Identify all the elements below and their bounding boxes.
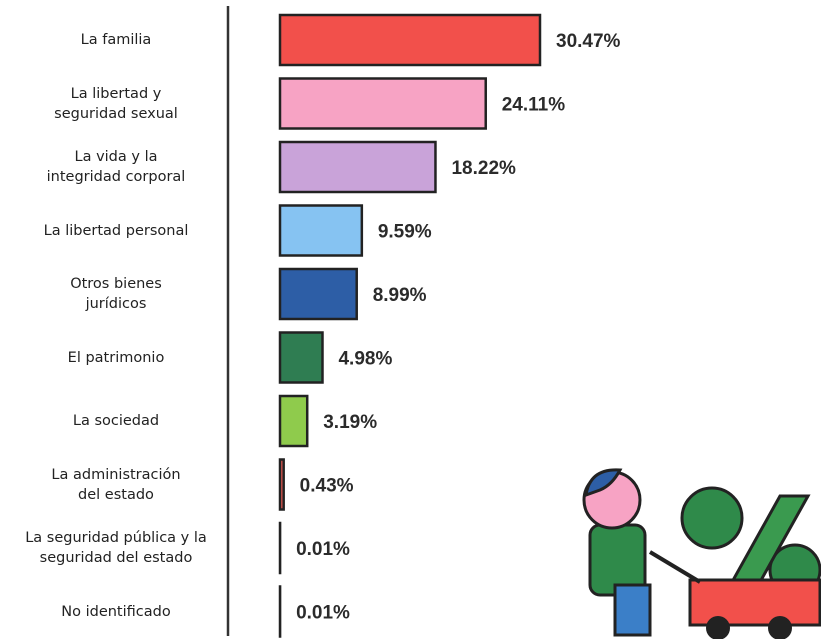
bar <box>280 269 357 319</box>
bar <box>280 79 486 129</box>
bar <box>280 206 362 256</box>
category-label: La administración del estado <box>0 465 232 505</box>
value-label: 4.98% <box>338 349 392 370</box>
value-label: 9.59% <box>378 222 432 243</box>
category-label: No identificado <box>0 602 232 622</box>
chart: 30.47% 24.11% 18.22% 9.59% 8.99% 4.98% 3.19% 0.… <box>0 0 821 639</box>
bar <box>280 15 540 65</box>
bar <box>280 396 307 446</box>
category-label: Otros bienes jurídicos <box>0 274 232 314</box>
category-label: La familia <box>0 30 232 50</box>
value-label: 0.01% <box>296 603 350 624</box>
category-label: La vida y la integridad corporal <box>0 147 232 187</box>
category-label: La seguridad pública y la seguridad del … <box>0 528 232 568</box>
category-label: La libertad personal <box>0 221 232 241</box>
value-label: 18.22% <box>451 158 516 179</box>
category-label: La sociedad <box>0 411 232 431</box>
value-label: 24.11% <box>502 95 565 116</box>
bar <box>280 460 284 510</box>
value-label: 0.01% <box>296 539 350 560</box>
value-label: 8.99% <box>373 285 427 306</box>
value-label: 0.43% <box>300 476 354 497</box>
bar <box>280 333 322 383</box>
bar <box>280 142 435 192</box>
category-label: El patrimonio <box>0 348 232 368</box>
value-label: 3.19% <box>323 412 377 433</box>
illustration <box>584 470 820 639</box>
category-label: La libertad y seguridad sexual <box>0 84 232 124</box>
value-label: 30.47% <box>556 31 621 52</box>
